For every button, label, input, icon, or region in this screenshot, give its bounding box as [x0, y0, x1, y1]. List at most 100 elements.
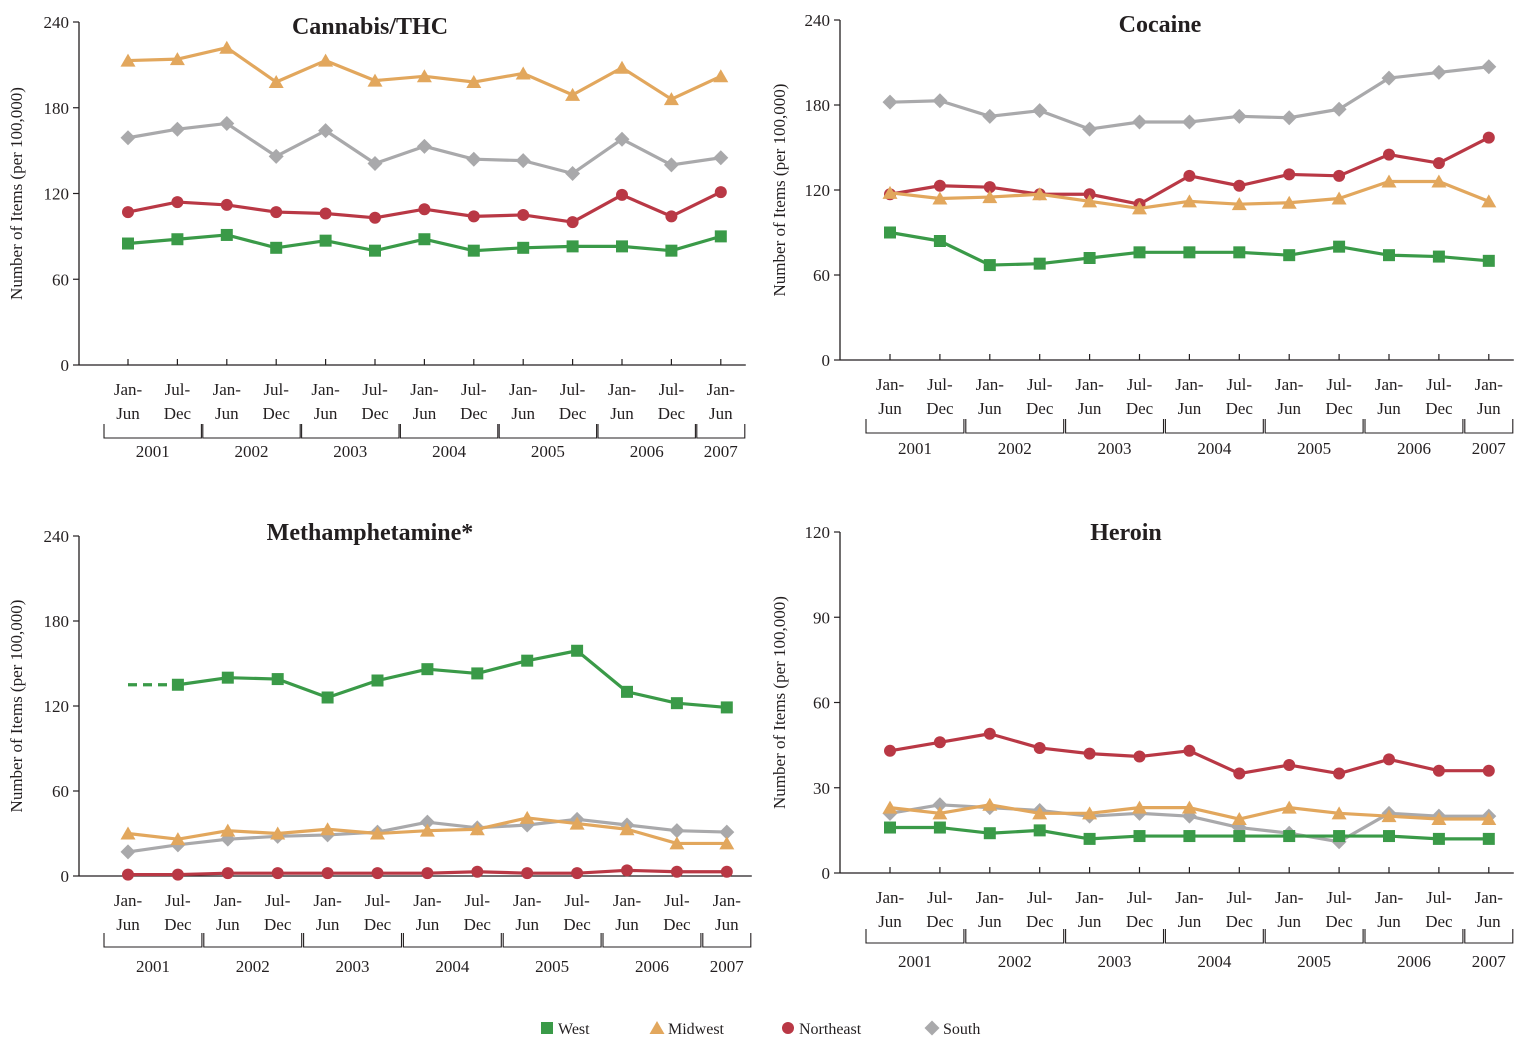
year-bracket — [1364, 929, 1464, 944]
data-point — [521, 867, 534, 880]
data-point — [515, 153, 531, 169]
x-tick-label: Jun — [515, 915, 539, 934]
x-tick-label: Jan- — [114, 380, 143, 399]
y-tick-label: 60 — [52, 270, 69, 289]
data-point — [982, 797, 998, 811]
data-point — [983, 259, 996, 272]
x-tick-label: Dec — [1226, 399, 1254, 418]
data-point — [565, 87, 581, 101]
data-point — [1283, 830, 1296, 843]
data-point — [1133, 246, 1146, 259]
x-tick-label: Jul- — [1127, 375, 1153, 394]
data-point — [571, 644, 584, 657]
data-point — [469, 822, 485, 836]
series-south — [882, 59, 1497, 137]
data-point — [1033, 257, 1046, 270]
data-point — [1381, 70, 1397, 86]
x-tick-label: Jul- — [165, 380, 191, 399]
x-tick-label: Jul- — [1426, 375, 1452, 394]
data-point — [1482, 254, 1495, 267]
x-tick-label: Jan- — [1475, 888, 1504, 907]
year-bracket — [1264, 419, 1364, 434]
data-point — [669, 823, 685, 839]
y-tick-label: 120 — [805, 181, 831, 200]
data-point — [1233, 246, 1246, 259]
x-tick-label: Jul- — [659, 380, 685, 399]
data-point — [1132, 800, 1147, 814]
x-tick-label: Jun — [1277, 912, 1301, 931]
data-point — [471, 865, 484, 878]
x-tick-label: Jan- — [513, 891, 542, 910]
year-bracket — [202, 424, 301, 439]
x-tick-label: Jun — [416, 915, 440, 934]
x-tick-label: Jan- — [1075, 888, 1104, 907]
data-point — [720, 865, 733, 878]
data-point — [569, 816, 585, 830]
x-tick-label: Jun — [610, 404, 634, 423]
year-label: 2003 — [333, 442, 367, 461]
data-point — [713, 150, 729, 166]
year-label: 2002 — [236, 957, 270, 976]
data-point — [1181, 114, 1197, 130]
data-point — [418, 203, 431, 216]
x-tick-label: Jan- — [713, 891, 742, 910]
x-tick-label: Jun — [715, 915, 739, 934]
year-bracket — [1464, 929, 1514, 944]
x-tick-label: Jan- — [509, 380, 538, 399]
data-point — [1032, 187, 1048, 201]
data-point — [933, 736, 946, 749]
year-bracket — [203, 933, 303, 948]
data-point — [1183, 744, 1196, 757]
data-point — [983, 181, 996, 194]
data-point — [268, 148, 284, 164]
year-bracket — [597, 424, 696, 439]
data-point — [419, 823, 435, 837]
y-tick-label: 120 — [44, 697, 70, 716]
year-label: 2003 — [336, 957, 370, 976]
data-point — [515, 66, 531, 80]
x-tick-label: Jul- — [564, 891, 590, 910]
chart-title: Cocaine — [1119, 12, 1202, 38]
year-label: 2005 — [1297, 952, 1331, 971]
data-point — [1333, 830, 1346, 843]
data-point — [171, 868, 184, 881]
year-label: 2006 — [635, 957, 669, 976]
x-tick-label: Dec — [563, 915, 591, 934]
data-point — [1183, 169, 1196, 182]
x-tick-label: Jun — [878, 912, 902, 931]
data-point — [416, 69, 432, 83]
data-point — [270, 206, 283, 219]
data-point — [665, 210, 678, 223]
x-tick-label: Jun — [316, 915, 340, 934]
data-point — [171, 233, 184, 246]
data-point — [665, 244, 678, 257]
y-tick-label: 30 — [813, 779, 830, 798]
data-point — [418, 233, 431, 246]
x-tick-label: Jan- — [114, 891, 143, 910]
chart-legend: West Midwest Northeast South — [541, 1020, 980, 1037]
x-tick-label: Jan- — [707, 380, 736, 399]
chart-title: Heroin — [1090, 520, 1162, 546]
x-tick-label: Jun — [413, 404, 437, 423]
data-point — [616, 240, 628, 253]
data-point — [421, 663, 434, 676]
year-bracket — [303, 933, 403, 948]
data-point — [982, 190, 998, 204]
series-west — [884, 821, 1495, 845]
data-point — [933, 821, 946, 834]
data-point — [517, 208, 530, 221]
year-label: 2007 — [704, 442, 739, 461]
data-point — [933, 235, 946, 247]
data-point — [321, 867, 334, 880]
legend-label-west: West — [558, 1021, 590, 1037]
year-bracket — [965, 929, 1065, 944]
x-tick-label: Jul- — [1227, 888, 1253, 907]
data-point — [670, 697, 683, 710]
y-tick-label: 180 — [44, 99, 70, 118]
legend-label-midwest: Midwest — [668, 1021, 725, 1037]
series-line — [177, 649, 727, 710]
data-point — [1233, 830, 1246, 843]
y-tick-label: 0 — [61, 867, 70, 886]
x-tick-label: Jan- — [876, 888, 905, 907]
data-point — [268, 75, 284, 89]
